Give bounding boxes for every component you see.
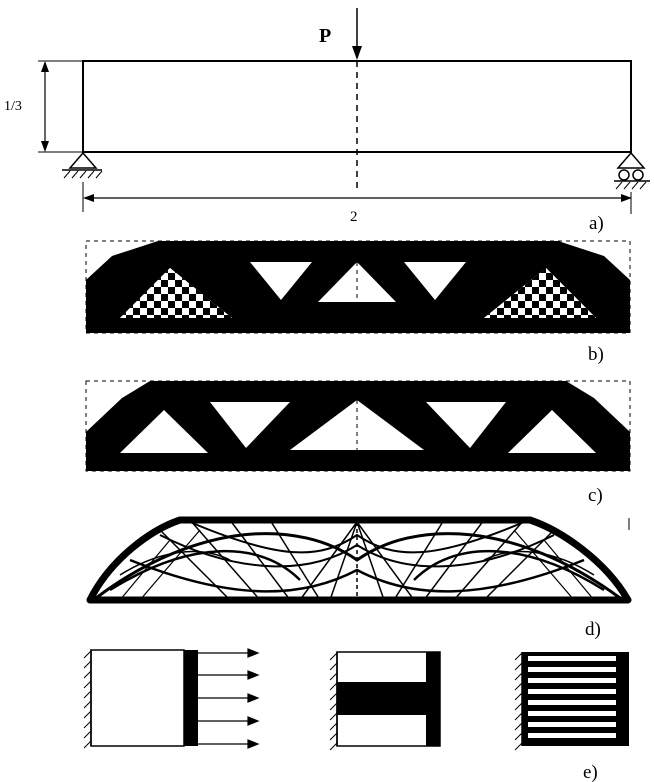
height-arrow-top [41, 61, 49, 72]
span-arrow-left [83, 194, 94, 202]
roller-support-icon [614, 151, 650, 190]
height-label: 1/3 [4, 99, 22, 114]
arch-outline [86, 516, 632, 604]
panel-d-michell-arch-structure: d) [86, 516, 632, 640]
truss-material [86, 381, 630, 471]
span-label: 2 [350, 209, 358, 225]
panel-a-beam-problem: P 1/3 [4, 8, 650, 234]
microstructure-cell-3 [514, 652, 629, 751]
caption-a: a) [589, 213, 604, 234]
microstructure-cell-1 [83, 648, 260, 749]
span-arrow-right [621, 194, 632, 202]
checkerboard-region-right [484, 268, 596, 318]
panel-e-layered-microstructures: e) [83, 648, 629, 782]
pinned-support-icon [62, 151, 103, 179]
panel-b-optimized-truss-checkerboard: b) [85, 240, 631, 365]
caption-b: b) [588, 344, 604, 365]
caption-c: c) [588, 485, 603, 506]
caption-d: d) [585, 619, 601, 640]
caption-e: e) [583, 762, 598, 782]
truss-material [86, 241, 630, 333]
traction-arrows [198, 648, 260, 749]
load-arrow-head [352, 46, 362, 60]
load-label: P [319, 25, 331, 47]
panel-c-optimized-truss: c) [85, 380, 631, 506]
microstructure-cell-2 [329, 651, 441, 751]
height-arrow-bottom [41, 141, 49, 152]
checkerboard-region-left [120, 268, 232, 318]
